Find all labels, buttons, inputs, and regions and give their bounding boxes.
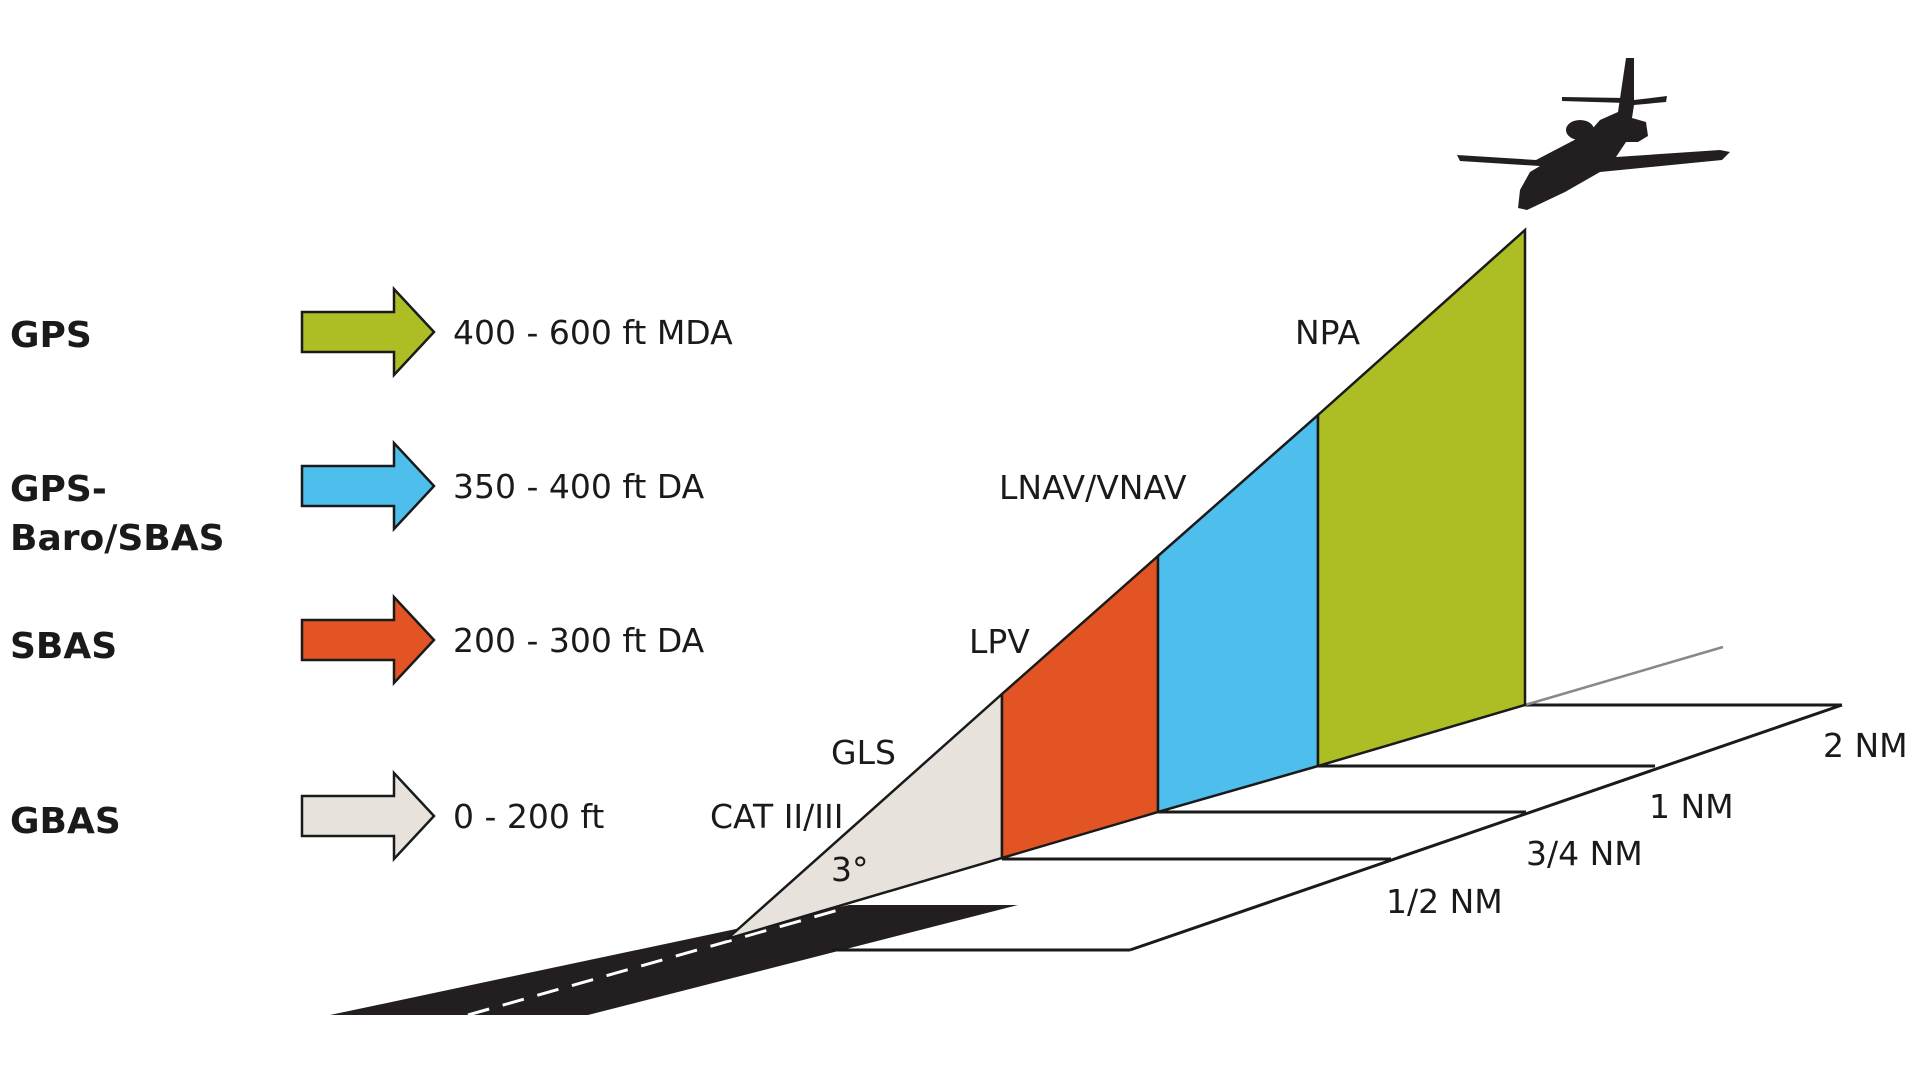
minima-gbas: 0 - 200 ft (453, 797, 604, 836)
runway (330, 905, 1018, 1015)
right-arrow-icon (300, 439, 436, 533)
jet-aircraft-silhouette-icon (1457, 58, 1730, 210)
runway-centerline (467, 905, 850, 1017)
minima-sbas: 200 - 300 ft DA (453, 621, 705, 660)
ground-distance-grid (831, 703, 1843, 952)
right-arrow-icon (300, 285, 436, 379)
system-name-gps: GPS (10, 315, 92, 356)
minima-gps-baro-sbas: 350 - 400 ft DA (453, 467, 705, 506)
segment-lpv (1000, 553, 1160, 860)
distance-label-2nm: 2 NM (1823, 726, 1908, 765)
right-arrow-icon (300, 593, 436, 687)
distance-label-3-4nm: 3/4 NM (1526, 834, 1643, 873)
approach-label-npa: NPA (1295, 313, 1360, 352)
system-name-sbas: SBAS (10, 626, 117, 667)
system-name-gps-baro-sbas-line2: Baro/SBAS (10, 518, 225, 559)
segment-npa (1316, 227, 1527, 768)
distance-label-1nm: 1 NM (1649, 787, 1734, 826)
approach-label-lnav-vnav: LNAV/VNAV (999, 468, 1187, 507)
glide-angle-label: 3° (831, 850, 869, 889)
system-name-gbas: GBAS (10, 801, 121, 842)
right-arrow-icon (300, 769, 436, 863)
distance-label-1-2nm: 1/2 NM (1386, 882, 1503, 921)
extended-glidepath-ground-line (1524, 645, 1724, 707)
system-name-gps-baro-sbas-line1: GPS- (10, 469, 107, 510)
category-label: CAT II/III (710, 797, 843, 836)
approach-label-lpv: LPV (969, 622, 1030, 661)
minima-gps: 400 - 600 ft MDA (453, 313, 733, 352)
approach-label-gls: GLS (831, 733, 896, 772)
